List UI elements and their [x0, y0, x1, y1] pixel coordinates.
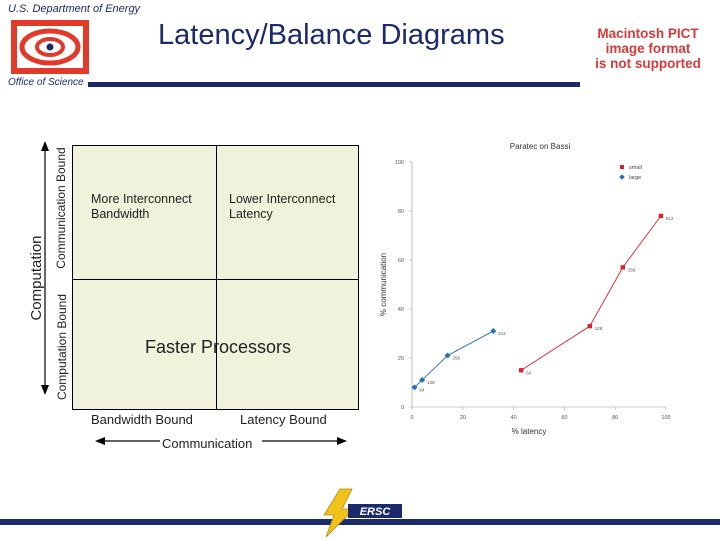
pict-note-line: Macintosh PICT — [597, 26, 699, 41]
y-label-computation-bound: Computation Bound — [55, 293, 69, 401]
data-point-small — [620, 265, 626, 270]
legend-marker-small — [620, 165, 624, 169]
quadrant-horizontal-divider — [73, 279, 358, 280]
pict-note-line: is not supported — [595, 56, 701, 71]
title-underline-bar — [88, 82, 580, 87]
data-label: 256 — [453, 356, 461, 361]
quadrant-text-line: Latency — [229, 207, 273, 221]
y-tick-label: 40 — [398, 307, 404, 313]
y-tick-label: 80 — [398, 209, 404, 215]
x-tick-label: 80 — [612, 415, 618, 421]
quadrant-diagram — [72, 145, 359, 410]
doe-logo — [11, 20, 89, 74]
x-tick-label: 60 — [561, 415, 567, 421]
quadrant-center-text: Faster Processors — [145, 337, 292, 357]
y-tick-label: 60 — [398, 258, 404, 264]
data-point-large — [411, 384, 418, 391]
quadrant-top-right-text: Lower Interconnect Latency — [229, 192, 335, 222]
data-point-large — [490, 328, 497, 335]
x-label-latency-bound: Latency Bound — [240, 412, 327, 427]
series-line-large — [414, 330, 494, 388]
data-label: 512 — [666, 216, 674, 221]
series-line-small — [520, 215, 662, 371]
nersc-logo: ERSC — [323, 488, 402, 538]
footer-bar — [0, 519, 720, 525]
chart-y-label: % communication — [379, 253, 388, 316]
data-point-large — [444, 352, 451, 359]
quadrant-top-left-text: More Interconnect Bandwidth — [91, 192, 192, 222]
y-tick-label: 0 — [401, 405, 404, 411]
data-label: 64 — [526, 370, 532, 375]
quadrant-text-line: More Interconnect — [91, 192, 192, 206]
data-label: 512 — [498, 331, 506, 336]
chart-x-label: % latency — [512, 427, 547, 436]
data-label: 256 — [628, 267, 636, 272]
x-tick-label: 40 — [511, 415, 517, 421]
quadrant-text-line: Lower Interconnect — [229, 192, 336, 206]
legend-label-small: small — [629, 165, 642, 171]
data-point-large — [419, 377, 426, 384]
department-title: U.S. Department of Energy — [8, 3, 141, 15]
x-axis-title: Communication — [162, 436, 253, 451]
data-point-small — [519, 368, 524, 373]
quadrant-vertical-divider — [216, 146, 217, 409]
slide-title: Latency/Balance Diagrams — [158, 19, 505, 51]
x-tick-label: 0 — [410, 415, 413, 421]
nersc-logo-text: ERSC — [360, 506, 392, 518]
legend-label-large: large — [629, 175, 641, 181]
x-tick-label: 100 — [661, 415, 670, 421]
data-point-small — [587, 323, 592, 329]
data-label: 128 — [427, 380, 435, 385]
pict-note-line: image format — [605, 41, 691, 56]
y-tick-label: 100 — [395, 160, 404, 166]
quadrant-text-line: Bandwidth — [91, 207, 150, 221]
x-label-bandwidth-bound: Bandwidth Bound — [91, 412, 193, 427]
legend-marker-large — [619, 174, 625, 180]
paratec-chart: Paratec on Bassi % communication % laten… — [379, 142, 674, 436]
data-point-small — [658, 213, 664, 219]
y-label-communication-bound: Communication Bound — [54, 147, 68, 269]
data-label: 64 — [420, 387, 426, 392]
y-tick-label: 20 — [398, 356, 404, 362]
office-of-science: Office of Science — [8, 77, 84, 88]
y-axis-title: Computation — [28, 235, 45, 321]
data-label: 128 — [595, 326, 603, 331]
pict-unsupported-note: Macintosh PICT image format is not suppo… — [585, 26, 711, 71]
x-tick-label: 20 — [460, 415, 466, 421]
chart-title: Paratec on Bassi — [510, 142, 571, 151]
